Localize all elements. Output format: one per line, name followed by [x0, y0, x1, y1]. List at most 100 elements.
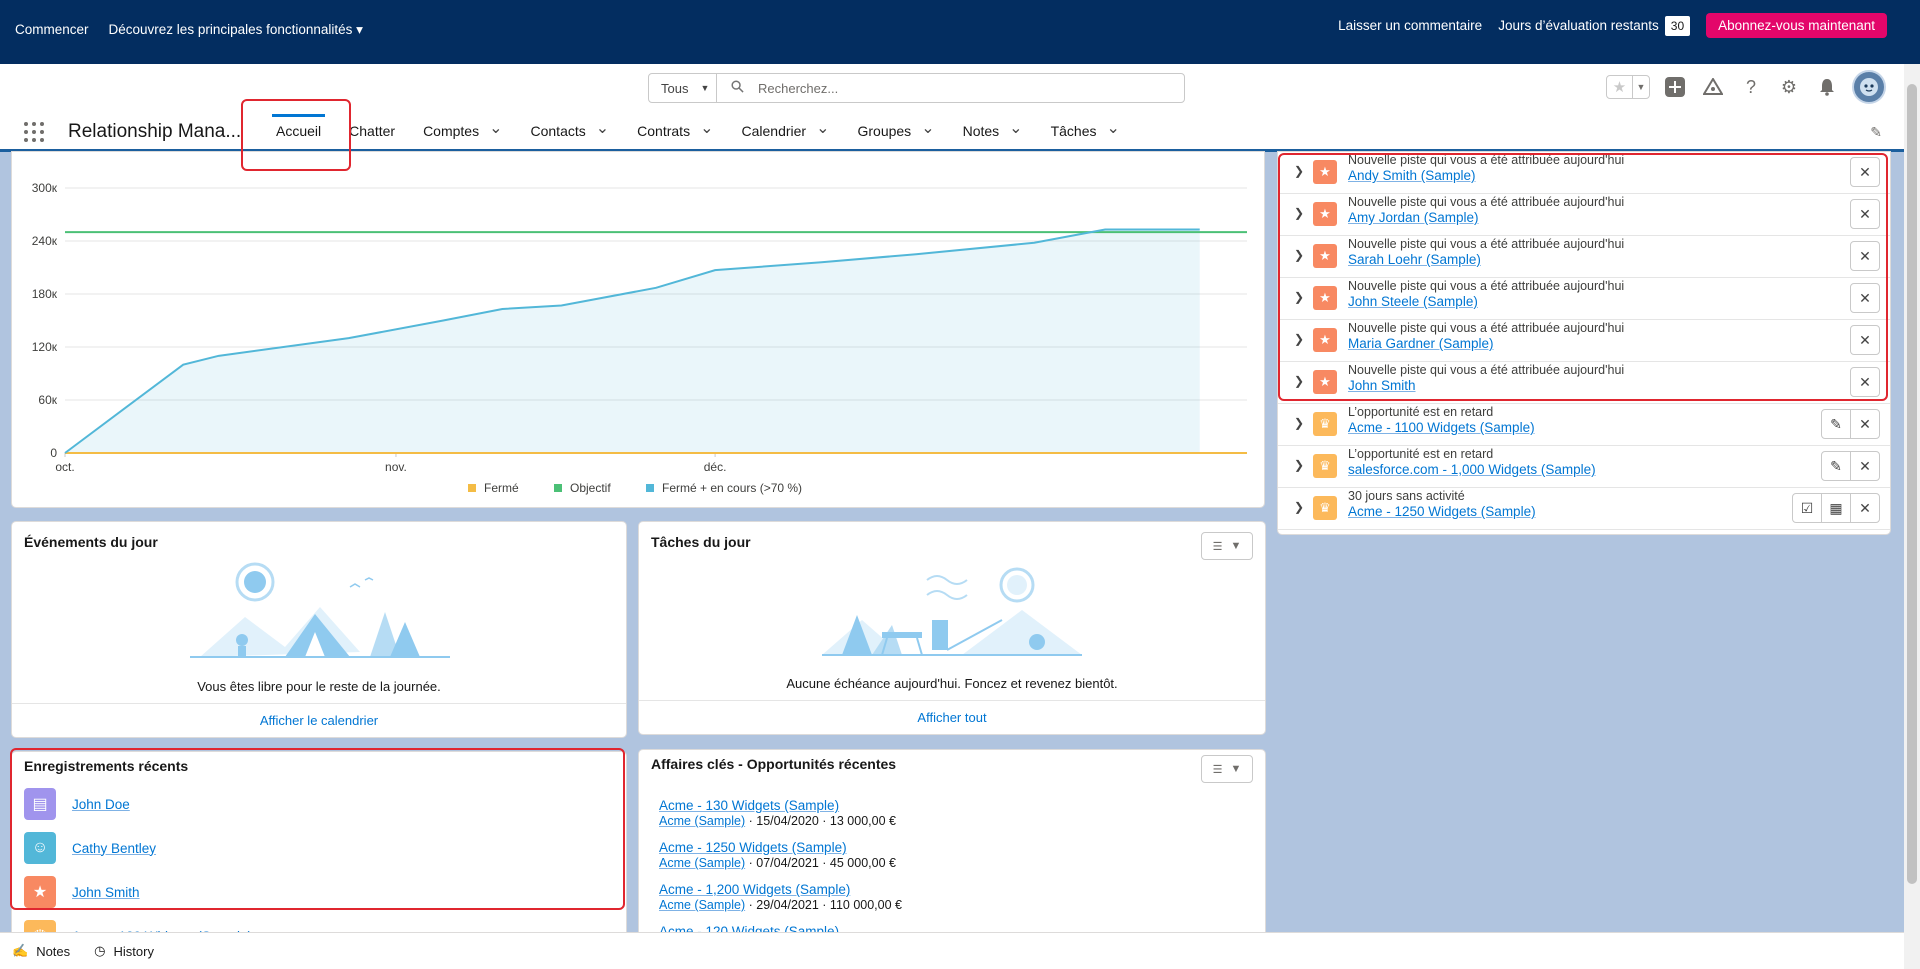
tab-notes[interactable]: Notes ⌄ [949, 112, 1037, 149]
deal-account-link[interactable]: Acme (Sample) [659, 898, 746, 912]
assistant-item: ❯ ★ Nouvelle piste qui vous a été attribué… [1278, 278, 1890, 320]
close-icon[interactable]: ✕ [1850, 451, 1880, 481]
deal-meta: Acme (Sample) · 15/04/2020 · 13 000,00 € [659, 814, 896, 828]
tab-chatter[interactable]: Chatter [335, 112, 409, 149]
deal-account-link[interactable]: Acme (Sample) [659, 814, 746, 828]
new-task-icon[interactable]: ☑ [1792, 493, 1822, 523]
chevron-right-icon[interactable]: ❯ [1294, 416, 1305, 430]
tab-accueil[interactable]: Accueil [262, 112, 335, 149]
tab-label: Comptes [423, 122, 480, 139]
clock-icon: ◷ [94, 943, 106, 958]
subscribe-button[interactable]: Abonnez-vous maintenant [1706, 13, 1887, 38]
chart-y-tick-label: 180к [32, 287, 58, 301]
assistant-item-actions: ✕ [1850, 283, 1880, 313]
assistant-item: ❯ ★ Nouvelle piste qui vous a été attribué… [1278, 194, 1890, 236]
trailhead-icon[interactable] [1700, 74, 1726, 100]
assistant-item-text: 30 jours sans activité [1348, 489, 1465, 503]
assistant-item-link[interactable]: Maria Gardner (Sample) [1348, 336, 1494, 351]
chart-y-tick-label: 120к [32, 340, 58, 354]
tab-groupes[interactable]: Groupes ⌄ [843, 112, 948, 149]
page-scrollbar[interactable] [1904, 64, 1920, 969]
utility-notes[interactable]: ✍ Notes [12, 943, 70, 959]
recent-record-link[interactable]: John Doe [72, 796, 130, 812]
tab-label: Groupes [857, 122, 912, 139]
start-link[interactable]: Commencer [15, 22, 89, 37]
chart-y-tick-label: 60к [38, 393, 57, 407]
app-launcher-icon[interactable] [24, 122, 44, 142]
utility-history[interactable]: ◷ History [94, 943, 154, 959]
assistant-item-link[interactable]: Amy Jordan (Sample) [1348, 210, 1479, 225]
search-scope-select[interactable]: Tous ▼ [649, 74, 717, 102]
chevron-down-icon[interactable]: ⌄ [816, 119, 830, 137]
calendar-icon[interactable]: ▦ [1821, 493, 1851, 523]
favorites-button[interactable]: ★ ▼ [1606, 75, 1650, 99]
deal-account-link[interactable]: Acme (Sample) [659, 856, 746, 870]
view-calendar-link[interactable]: Afficher le calendrier [12, 703, 626, 737]
deal-name-link[interactable]: Acme - 1250 Widgets (Sample) [659, 840, 847, 855]
assistant-item-link[interactable]: Andy Smith (Sample) [1348, 168, 1476, 183]
deals-filter-menu-button[interactable]: ☰ ▼ [1201, 755, 1253, 783]
tab-label: Chatter [349, 122, 396, 139]
chevron-right-icon[interactable]: ❯ [1294, 500, 1305, 514]
chevron-right-icon[interactable]: ❯ [1294, 332, 1305, 346]
close-icon[interactable]: ✕ [1850, 283, 1880, 313]
chevron-down-icon[interactable]: ⌄ [1009, 119, 1023, 137]
close-icon[interactable]: ✕ [1850, 409, 1880, 439]
scrollbar-thumb[interactable] [1907, 84, 1917, 884]
feedback-link[interactable]: Laisser un commentaire [1338, 18, 1483, 33]
recent-record-link[interactable]: Cathy Bentley [72, 840, 157, 856]
chevron-down-icon[interactable]: ⌄ [595, 119, 610, 137]
help-icon[interactable]: ? [1745, 76, 1756, 97]
task-filter-menu-button[interactable]: ☰ ▼ [1201, 532, 1253, 560]
recent-record-link[interactable]: John Smith [72, 884, 140, 900]
close-icon[interactable]: ✕ [1850, 325, 1880, 355]
tab-t-ches[interactable]: Tâches ⌄ [1037, 112, 1134, 149]
close-icon[interactable]: ✕ [1850, 241, 1880, 271]
tab-comptes[interactable]: Comptes ⌄ [409, 112, 516, 149]
global-create-icon[interactable] [1662, 74, 1688, 100]
deal-name-link[interactable]: Acme - 1,200 Widgets (Sample) [659, 882, 851, 897]
pencil-icon[interactable]: ✎ [1821, 409, 1851, 439]
pencil-icon[interactable]: ✎ [1821, 451, 1851, 481]
chevron-down-icon[interactable]: ⌄ [1106, 119, 1120, 137]
tab-calendrier[interactable]: Calendrier ⌄ [727, 112, 843, 149]
assistant-item-link[interactable]: salesforce.com - 1,000 Widgets (Sample) [1348, 462, 1596, 477]
view-all-tasks-link[interactable]: Afficher tout [639, 700, 1265, 734]
close-icon[interactable]: ✕ [1850, 367, 1880, 397]
chevron-right-icon[interactable]: ❯ [1294, 248, 1305, 262]
global-search: Tous ▼ Recherchez... [648, 73, 1185, 103]
chevron-right-icon[interactable]: ❯ [1294, 458, 1305, 472]
chevron-right-icon[interactable]: ❯ [1294, 164, 1305, 178]
pencil-icon[interactable]: ✎ [1870, 124, 1882, 140]
chevron-down-icon[interactable]: ⌄ [921, 119, 935, 137]
assistant-item-link[interactable]: Sarah Loehr (Sample) [1348, 252, 1481, 267]
close-icon[interactable]: ✕ [1850, 199, 1880, 229]
assistant-item-link[interactable]: John Steele (Sample) [1348, 294, 1478, 309]
tab-label: Contacts [530, 122, 586, 139]
tab-contrats[interactable]: Contrats ⌄ [623, 112, 727, 149]
utility-notes-label: Notes [36, 943, 71, 959]
user-avatar[interactable] [1852, 70, 1886, 104]
features-menu[interactable]: Découvrez les principales fonctionnalité… [108, 22, 363, 37]
deal-name-link[interactable]: Acme - 130 Widgets (Sample) [659, 798, 840, 813]
chevron-right-icon[interactable]: ❯ [1294, 206, 1305, 220]
app-name: Relationship Mana... [68, 121, 242, 142]
close-icon[interactable]: ✕ [1850, 493, 1880, 523]
deal-amount: 13 000,00 € [829, 814, 896, 828]
tab-contacts[interactable]: Contacts ⌄ [517, 112, 624, 149]
chart-x-tick-label: déc. [704, 460, 727, 474]
search-input[interactable]: Recherchez... [758, 80, 839, 96]
close-icon[interactable]: ✕ [1850, 157, 1880, 187]
chevron-right-icon[interactable]: ❯ [1294, 374, 1305, 388]
chevron-down-icon[interactable]: ⌄ [489, 119, 503, 137]
bell-icon[interactable] [1814, 74, 1840, 100]
assistant-item-link[interactable]: Acme - 1250 Widgets (Sample) [1348, 504, 1536, 519]
gear-icon[interactable]: ⚙ [1780, 76, 1798, 97]
assistant-item-link[interactable]: John Smith [1348, 378, 1416, 393]
chevron-down-icon[interactable]: ⌄ [700, 119, 714, 137]
assistant-item-link[interactable]: Acme - 1100 Widgets (Sample) [1348, 420, 1535, 435]
chevron-right-icon[interactable]: ❯ [1294, 290, 1305, 304]
assistant-item: ❯ ★ Nouvelle piste qui vous a été attribué… [1278, 320, 1890, 362]
assistant-item: ❯ ★ Nouvelle piste qui vous a été attribué… [1278, 152, 1890, 194]
empty-state-text: Aucune échéance aujourd'hui. Foncez et r… [786, 676, 1118, 691]
